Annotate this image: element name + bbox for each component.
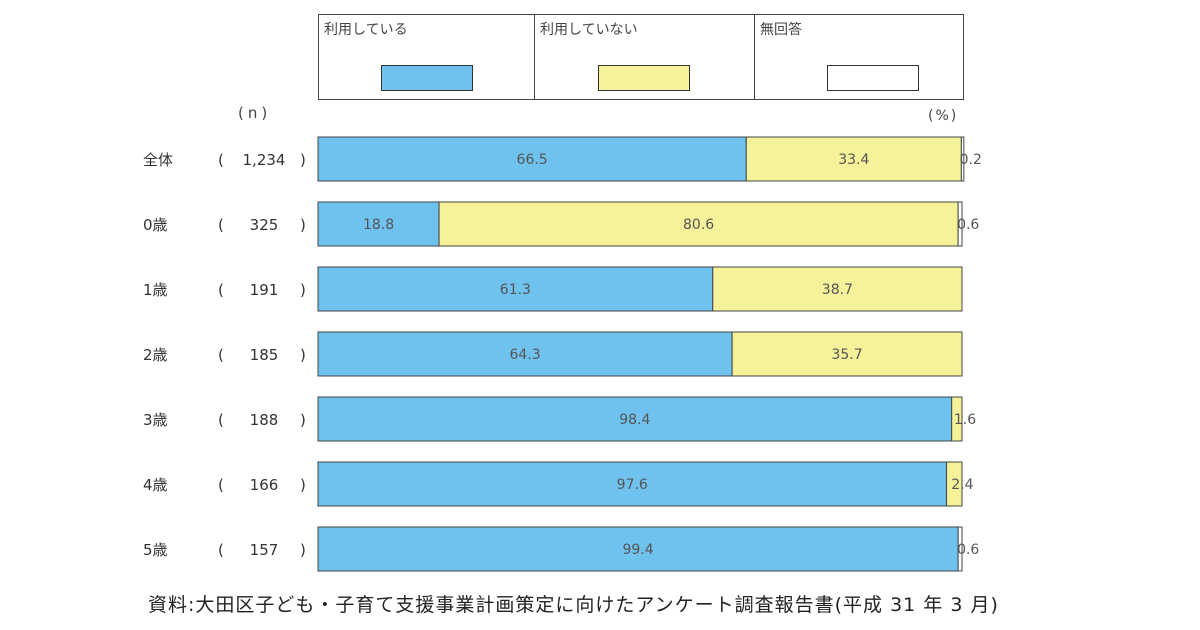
data-label: 18.8 xyxy=(363,217,394,233)
n-paren-close: ) xyxy=(300,281,306,299)
category-label: 1歳 xyxy=(143,281,168,299)
source-note: 資料:大田区子ども・子育て支援事業計画策定に向けたアンケート調査報告書(平成 3… xyxy=(148,594,999,616)
bar-segment xyxy=(317,201,440,247)
bar-segment xyxy=(317,396,953,442)
bar-segment xyxy=(712,266,963,312)
data-label: 1.6 xyxy=(954,412,976,428)
percent-unit-label: (%) xyxy=(928,108,959,124)
data-label: 80.6 xyxy=(683,217,714,233)
bar-segment xyxy=(317,461,948,507)
category-label: 2歳 xyxy=(143,346,168,364)
category-label: 全体 xyxy=(143,151,173,169)
n-value: 188 xyxy=(250,411,279,429)
bar-segment xyxy=(960,136,965,182)
n-paren-close: ) xyxy=(300,541,306,559)
legend-label-no-answer: 無回答 xyxy=(760,22,802,38)
data-label: 0.2 xyxy=(960,152,982,168)
bar-segment xyxy=(317,266,714,312)
n-paren-close: ) xyxy=(300,476,306,494)
n-paren-close: ) xyxy=(300,151,306,169)
n-paren-open: ( xyxy=(218,541,224,559)
legend: 利用している 利用していない 無回答 xyxy=(318,14,964,100)
data-label: 35.7 xyxy=(831,347,862,363)
legend-item-not-using: 利用していない xyxy=(535,15,755,99)
n-paren-open: ( xyxy=(218,411,224,429)
legend-swatch-using xyxy=(381,65,473,91)
data-label: 0.6 xyxy=(957,217,979,233)
n-paren-open: ( xyxy=(218,216,224,234)
data-label: 64.3 xyxy=(509,347,540,363)
n-paren-open: ( xyxy=(218,476,224,494)
data-label: 98.4 xyxy=(619,412,650,428)
bar-segment xyxy=(317,526,959,572)
n-value: 191 xyxy=(250,281,279,299)
bar-segment xyxy=(745,136,962,182)
legend-item-no-answer: 無回答 xyxy=(755,15,963,99)
n-value: 325 xyxy=(250,216,279,234)
n-value: 166 xyxy=(250,476,279,494)
bar-segment xyxy=(951,396,963,442)
data-label: 0.6 xyxy=(957,542,979,558)
legend-swatch-not-using xyxy=(598,65,690,91)
data-label: 33.4 xyxy=(838,152,869,168)
data-label: 38.7 xyxy=(822,282,853,298)
n-paren-close: ) xyxy=(300,411,306,429)
data-label: 61.3 xyxy=(500,282,531,298)
n-value: 185 xyxy=(250,346,279,364)
data-label: 66.5 xyxy=(517,152,548,168)
data-label: 97.6 xyxy=(617,477,648,493)
category-label: 0歳 xyxy=(143,216,168,234)
data-label: 2.4 xyxy=(951,477,973,493)
bar-segment xyxy=(317,136,747,182)
bar-segment xyxy=(946,461,963,507)
legend-swatch-no-answer xyxy=(827,65,919,91)
data-label: 99.4 xyxy=(622,542,653,558)
bar-segment xyxy=(438,201,959,247)
n-value: 1,234 xyxy=(243,151,286,169)
n-value: 157 xyxy=(250,541,279,559)
legend-label-using: 利用している xyxy=(324,22,408,38)
n-paren-close: ) xyxy=(300,346,306,364)
bar-segment xyxy=(957,526,963,572)
bar-plot: 全体 (1,234) 66.5 33.4 0.2 0歳 (325) 18.8 80.6 0.6 1歳… xyxy=(143,136,982,572)
category-label: 5歳 xyxy=(143,541,168,559)
category-label: 4歳 xyxy=(143,476,168,494)
legend-label-not-using: 利用していない xyxy=(540,22,638,38)
bar-segment xyxy=(957,201,963,247)
n-unit-label: (n) xyxy=(238,104,272,122)
n-paren-open: ( xyxy=(218,281,224,299)
bar-segment xyxy=(731,331,963,377)
n-paren-close: ) xyxy=(300,216,306,234)
n-paren-open: ( xyxy=(218,151,224,169)
category-label: 3歳 xyxy=(143,411,168,429)
legend-item-using: 利用している xyxy=(319,15,535,99)
n-paren-open: ( xyxy=(218,346,224,364)
